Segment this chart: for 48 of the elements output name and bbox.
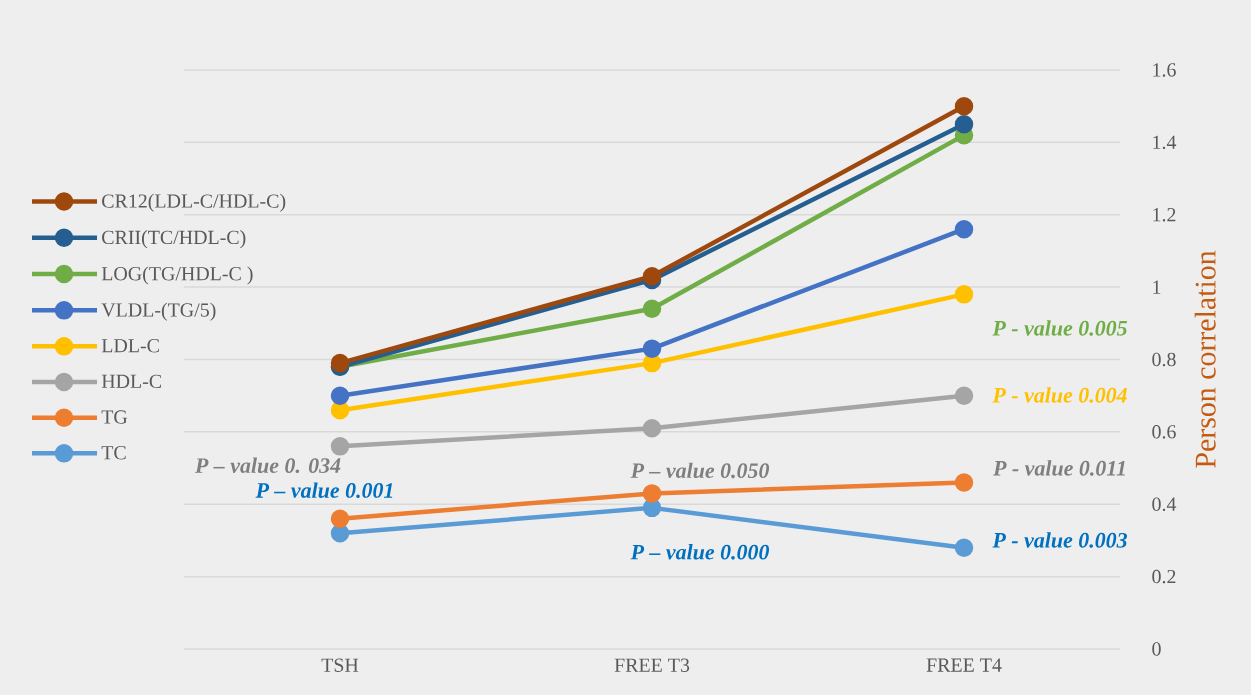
x-tick-label: FREE T4 [926,658,1002,672]
point [330,386,350,405]
annotation: P - value 0.004 [992,387,1127,403]
point [642,353,662,373]
point [330,400,350,420]
point [642,498,662,518]
y-tick-label: 1.4 [1153,135,1177,150]
annotation: P - value 0.011 [993,460,1125,476]
point [954,473,974,492]
y-tick-label: 0.6 [1152,425,1176,439]
legend-label: LOG(TG/HDL-C ) [101,266,253,285]
annotation: P - value 0.005 [992,320,1128,336]
point [642,419,662,438]
point [954,538,974,557]
legend-label: TC [101,446,126,460]
y-tick-label: 1 [1153,280,1161,294]
annotation: P – value 0.000 [630,544,770,560]
y-tick-label: 1.6 [1153,63,1176,77]
point [954,285,974,304]
legend-label: HDL-C [101,374,162,389]
legend-label: CRII(TC/HDL-C) [102,230,246,249]
point [330,437,350,456]
annotation: P - value 0.003 [992,532,1127,548]
legend-label: LDL-C [101,339,159,353]
point [954,219,974,239]
point [642,339,662,358]
annotation: P – value 0.001 [255,482,393,498]
point [642,267,662,286]
y-tick-label: 1.2 [1153,208,1176,222]
y-tick-label: 0.8 [1152,352,1176,367]
point [954,96,974,116]
legend-label: VLDL-(TG/5) [101,302,216,321]
y-axis-title: Person correlation [1194,250,1216,468]
annotation: P – value 0.050 [630,462,770,479]
y-tick-label: 0.4 [1152,497,1177,512]
point [954,115,974,134]
point [954,386,974,405]
legend-label: TG [101,410,128,424]
point [642,484,662,503]
point [642,299,662,319]
x-tick-label: TSH [321,658,359,672]
legend-label: CR12(LDL-C/HDL-C) [102,193,286,212]
point [330,523,350,543]
x-tick-label: FREE T3 [614,658,690,672]
y-tick-label: 0 [1152,642,1161,656]
point [330,509,350,528]
y-tick-label: 0.2 [1152,569,1176,584]
annotation: P – value 0. 034 [194,457,341,474]
